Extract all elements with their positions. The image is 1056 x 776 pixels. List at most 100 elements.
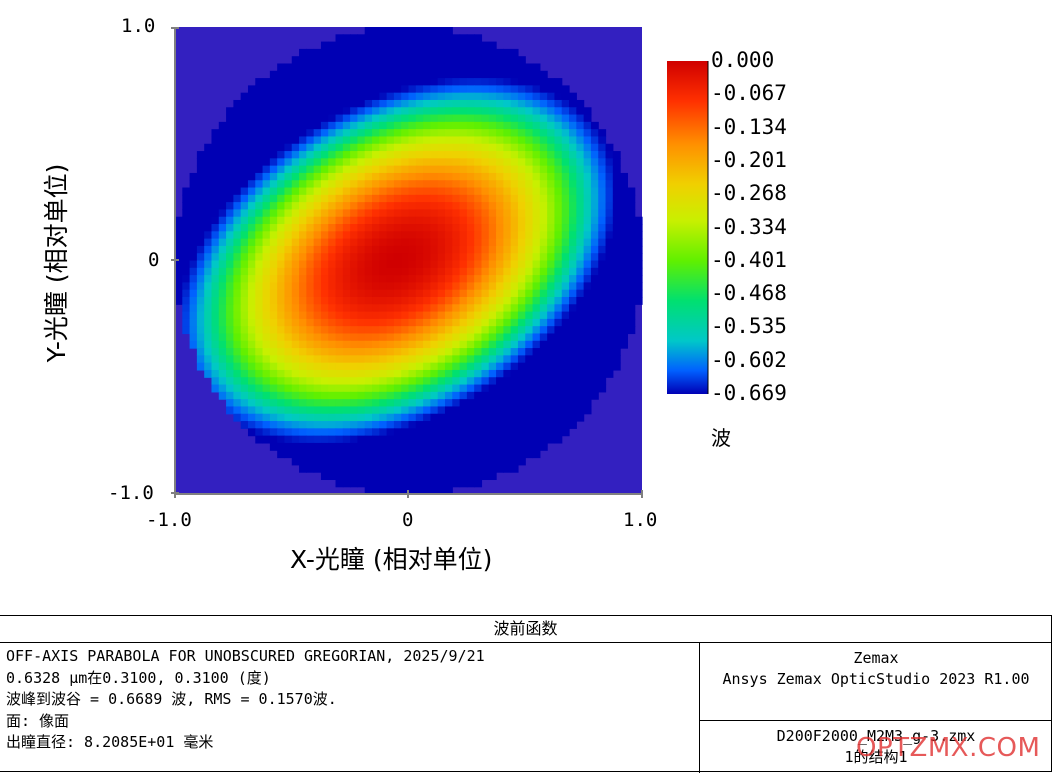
wavefront-cell <box>364 275 373 283</box>
wavefront-cell <box>269 151 278 159</box>
wavefront-cell <box>284 406 293 415</box>
wavefront-cell <box>481 267 490 276</box>
wavefront-cell <box>372 107 380 116</box>
wavefront-cell <box>313 245 322 254</box>
wavefront-cell <box>226 260 234 269</box>
wavefront-cell <box>240 282 249 291</box>
wavefront-cell <box>364 136 373 145</box>
wavefront-cell <box>372 326 380 335</box>
wavefront-cell <box>576 209 585 218</box>
wavefront-cell <box>423 260 431 269</box>
wavefront-cell <box>444 129 453 138</box>
wavefront-cell <box>510 231 519 240</box>
wavefront-cell <box>503 151 512 159</box>
wavefront-cell <box>430 486 439 495</box>
wavefront-cell <box>496 413 504 422</box>
wavefront-cell <box>393 41 402 50</box>
wavefront-cell <box>503 442 512 451</box>
wavefront-cell <box>510 421 519 429</box>
wavefront-cell <box>452 355 461 364</box>
wavefront-cell <box>620 275 629 283</box>
wavefront-cell <box>466 289 475 298</box>
wavefront-cell <box>459 209 468 218</box>
wavefront-cell <box>299 180 307 189</box>
wavefront-cell <box>466 450 475 459</box>
wavefront-cell <box>481 304 490 313</box>
wavefront-cell <box>313 362 322 371</box>
wavefront-cell <box>342 472 351 481</box>
wavefront-cell <box>444 92 453 101</box>
wavefront-cell <box>430 384 439 393</box>
wavefront-cell <box>299 369 307 378</box>
wavefront-cell <box>269 238 278 247</box>
wavefront-cell <box>481 399 490 408</box>
wavefront-cell <box>262 421 271 429</box>
wavefront-cell <box>496 194 504 203</box>
wavefront-cell <box>517 129 526 138</box>
wavefront-cell <box>306 129 315 138</box>
wavefront-cell <box>226 158 234 167</box>
wavefront-cell <box>466 442 475 451</box>
wavefront-cell <box>539 194 548 203</box>
wavefront-cell <box>247 362 256 371</box>
wavefront-cell <box>306 136 315 145</box>
wavefront-cell <box>342 406 351 415</box>
wavefront-cell <box>452 48 461 57</box>
wavefront-cell <box>503 391 512 400</box>
wavefront-cell <box>569 107 577 116</box>
wavefront-cell <box>612 187 621 196</box>
wavefront-cell <box>357 348 366 356</box>
wavefront-cell <box>510 136 519 145</box>
wavefront-cell <box>539 275 548 283</box>
wavefront-cell <box>444 260 453 269</box>
wavefront-cell <box>547 238 556 247</box>
wavefront-cell <box>182 282 191 291</box>
wavefront-cell <box>226 253 234 262</box>
wavefront-cell <box>408 121 417 130</box>
wavefront-cell <box>459 296 468 305</box>
wavefront-cell <box>357 34 366 43</box>
wavefront-cell <box>386 151 395 159</box>
wavefront-cell <box>598 304 607 313</box>
wavefront-cell <box>415 41 424 50</box>
wavefront-cell <box>189 245 198 254</box>
wavefront-cell <box>364 165 373 174</box>
wavefront-cell <box>379 231 388 240</box>
wavefront-cell <box>547 355 556 364</box>
wavefront-cell <box>488 457 497 466</box>
wavefront-cell <box>539 435 548 444</box>
wavefront-cell <box>218 362 227 371</box>
wavefront-cell <box>204 216 213 225</box>
wavefront-cell <box>503 464 512 473</box>
wavefront-cell <box>233 107 242 116</box>
wavefront-cell <box>247 275 256 283</box>
wavefront-cell <box>226 369 234 378</box>
wavefront-cell <box>364 48 373 57</box>
wavefront-cell <box>313 99 322 108</box>
wavefront-cell <box>430 92 439 101</box>
wavefront-cell <box>488 355 497 364</box>
wavefront-cell <box>598 202 607 211</box>
wavefront-cell <box>488 377 497 386</box>
wavefront-cell <box>218 238 227 247</box>
wavefront-cell <box>357 384 366 393</box>
wavefront-cell <box>576 311 585 320</box>
wavefront-cell <box>510 457 519 466</box>
wavefront-cell <box>466 56 475 65</box>
wavefront-cell <box>423 136 431 145</box>
wavefront-cell <box>415 209 424 218</box>
wavefront-cell <box>481 362 490 371</box>
wavefront-cell <box>255 267 264 276</box>
wavefront-cell <box>437 391 446 400</box>
wavefront-cell <box>532 311 541 320</box>
wavefront-cell <box>269 289 278 298</box>
wavefront-cell <box>262 282 271 291</box>
wavefront-cell <box>481 464 490 473</box>
wavefront-cell <box>474 362 483 371</box>
wavefront-cell <box>605 318 614 327</box>
wavefront-cell <box>466 282 475 291</box>
wavefront-cell <box>299 165 307 174</box>
wavefront-cell <box>269 99 278 108</box>
wavefront-cell <box>612 348 621 356</box>
wavefront-cell <box>284 355 293 364</box>
